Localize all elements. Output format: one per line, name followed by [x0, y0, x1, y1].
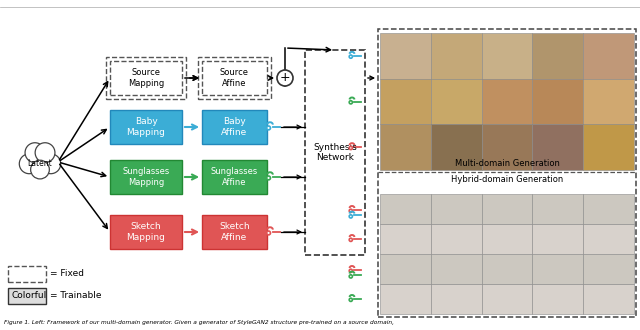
Text: Hybrid-domain Generation: Hybrid-domain Generation: [451, 175, 563, 184]
Bar: [482, 284, 532, 314]
Bar: [378, 29, 636, 317]
Circle shape: [35, 143, 55, 163]
Bar: [532, 33, 583, 79]
Bar: [482, 194, 532, 224]
Bar: [583, 224, 634, 254]
Bar: [431, 79, 482, 124]
Circle shape: [349, 55, 353, 58]
Circle shape: [267, 231, 271, 235]
Bar: [482, 224, 532, 254]
Bar: [202, 160, 267, 194]
Bar: [583, 33, 634, 79]
Circle shape: [26, 146, 54, 173]
Text: Latent: Latent: [28, 159, 52, 169]
Bar: [532, 79, 583, 124]
Text: Sketch
Affine: Sketch Affine: [219, 222, 250, 242]
Text: Sunglasses
Affine: Sunglasses Affine: [211, 167, 258, 187]
Circle shape: [349, 275, 353, 278]
Bar: [431, 33, 482, 79]
Bar: [431, 284, 482, 314]
Circle shape: [349, 269, 353, 272]
Bar: [532, 224, 583, 254]
Bar: [532, 284, 583, 314]
Bar: [431, 194, 482, 224]
Bar: [110, 110, 182, 144]
Circle shape: [349, 298, 353, 301]
Bar: [532, 124, 583, 170]
Bar: [8, 266, 46, 282]
Bar: [110, 160, 182, 194]
Bar: [583, 284, 634, 314]
Bar: [202, 61, 267, 95]
Text: Baby
Mapping: Baby Mapping: [127, 117, 165, 137]
Bar: [583, 254, 634, 284]
Bar: [532, 254, 583, 284]
Bar: [532, 194, 583, 224]
Bar: [431, 254, 482, 284]
Circle shape: [349, 101, 353, 104]
Bar: [202, 215, 267, 249]
Bar: [482, 254, 532, 284]
Bar: [482, 33, 532, 79]
Circle shape: [349, 209, 353, 213]
Bar: [482, 79, 532, 124]
Text: Figure 1. Left: Framework of our multi-domain generator. Given a generator of St: Figure 1. Left: Framework of our multi-d…: [4, 320, 394, 325]
Text: Source
Affine: Source Affine: [220, 68, 249, 88]
Bar: [110, 61, 182, 95]
Circle shape: [19, 154, 39, 174]
Circle shape: [31, 160, 49, 179]
Bar: [380, 194, 431, 224]
Bar: [431, 124, 482, 170]
Circle shape: [349, 147, 353, 149]
Text: Source
Mapping: Source Mapping: [128, 68, 164, 88]
Circle shape: [267, 176, 271, 180]
Circle shape: [25, 143, 45, 163]
Bar: [8, 288, 46, 304]
Text: Synthesis
Network: Synthesis Network: [313, 143, 357, 162]
Bar: [380, 254, 431, 284]
Text: Multi-domain Generation: Multi-domain Generation: [454, 159, 559, 168]
Text: = Trainable: = Trainable: [50, 291, 102, 301]
Bar: [583, 194, 634, 224]
Bar: [380, 33, 431, 79]
Bar: [380, 79, 431, 124]
Bar: [583, 79, 634, 124]
Text: +: +: [280, 71, 291, 84]
Circle shape: [349, 215, 353, 218]
Text: Sketch
Mapping: Sketch Mapping: [127, 222, 165, 242]
Bar: [202, 110, 267, 144]
Bar: [305, 50, 365, 255]
Text: = Fixed: = Fixed: [50, 270, 84, 279]
Bar: [431, 224, 482, 254]
Bar: [482, 124, 532, 170]
Bar: [198, 57, 271, 99]
Circle shape: [41, 154, 61, 174]
Bar: [380, 224, 431, 254]
Text: Colorful: Colorful: [12, 291, 47, 301]
Bar: [380, 124, 431, 170]
Text: Sunglasses
Mapping: Sunglasses Mapping: [122, 167, 170, 187]
Bar: [583, 124, 634, 170]
Circle shape: [267, 126, 271, 130]
Bar: [106, 57, 186, 99]
Text: Baby
Affine: Baby Affine: [221, 117, 248, 137]
Bar: [110, 215, 182, 249]
Bar: [380, 284, 431, 314]
Circle shape: [277, 70, 293, 86]
Circle shape: [349, 238, 353, 242]
